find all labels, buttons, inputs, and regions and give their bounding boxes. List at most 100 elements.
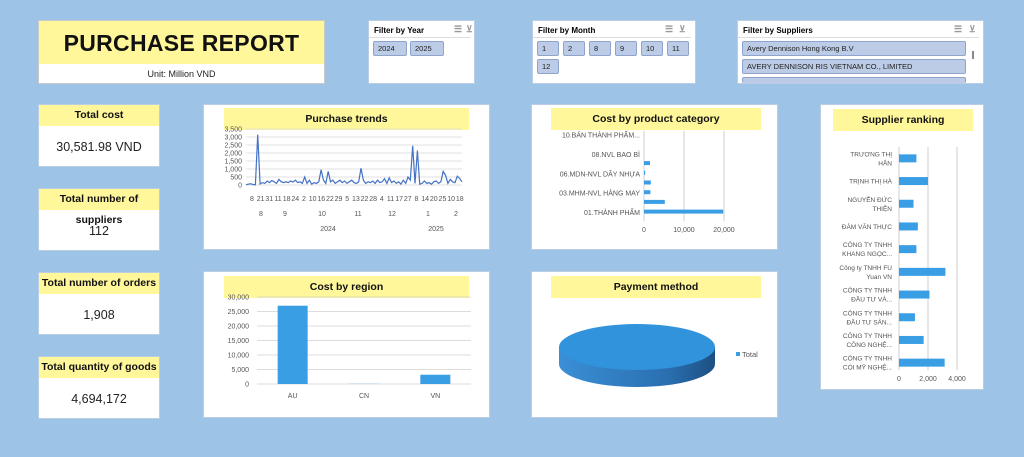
supplier-bar[interactable] — [899, 245, 917, 254]
clear-filter-icon[interactable]: ⊻ — [466, 24, 473, 34]
category-bar[interactable] — [644, 209, 724, 214]
category-label: 01.THÀNH PHẨM — [584, 208, 640, 217]
kpi-label: Total number of orders — [39, 273, 159, 294]
y-tick-label: 3,500 — [224, 127, 242, 134]
x-day-label: 18 — [283, 196, 291, 203]
slicer-option-2024[interactable]: 2024 — [373, 41, 407, 56]
chart-title: Purchase trends — [224, 108, 469, 130]
supplier-label: HÂN — [878, 158, 892, 167]
x-category-label: VN — [430, 393, 440, 400]
x-day-label: 16 — [317, 196, 325, 203]
y-tick-label: 1,000 — [224, 167, 242, 174]
x-day-label: 13 — [352, 196, 360, 203]
unit-label: Unit: Million VND — [147, 69, 216, 79]
slicer-option-month[interactable]: 11 — [667, 41, 689, 56]
supplier-label: ĐÀM VĂN THỰC — [842, 222, 893, 231]
slicer-option-supplier[interactable] — [742, 77, 966, 83]
x-category-label: CN — [359, 393, 369, 400]
kpi-value: 1,908 — [83, 308, 115, 322]
supplier-bar[interactable] — [899, 290, 930, 299]
slicer-option-month[interactable]: 1 — [537, 41, 559, 56]
month-slicer: Filter by Month ☰ ⊻ 1 2 8 9 10 11 12 — [532, 20, 696, 84]
chart-title: Cost by product category — [551, 108, 761, 130]
x-tick-label: 20,000 — [713, 227, 735, 234]
x-month-label: 8 — [259, 211, 263, 218]
x-day-label: 4 — [380, 196, 384, 203]
kpi-label: Total number of suppliers — [39, 189, 159, 226]
supplier-label: THIỆN — [873, 204, 893, 213]
kpi-value: 112 — [89, 224, 109, 238]
category-bar[interactable] — [644, 199, 665, 204]
multi-select-icon[interactable]: ☰ — [665, 24, 674, 34]
slicer-option-month[interactable]: 12 — [537, 59, 559, 74]
slicer-option-supplier[interactable]: AVERY DENNISON RIS VIETNAM CO., LIMITED — [742, 59, 966, 74]
supplier-label: ĐẦU TƯ VÀ... — [851, 294, 892, 304]
y-tick-label: 15,000 — [228, 338, 250, 345]
chart-title: Supplier ranking — [833, 109, 973, 131]
supplier-bar[interactable] — [899, 177, 928, 186]
payment-method-chart: Payment method Total — [531, 271, 778, 418]
clear-filter-icon[interactable]: ⊻ — [679, 24, 686, 34]
x-tick-label: 0 — [897, 376, 901, 383]
x-day-label: 11 — [274, 196, 281, 203]
supplier-label: TRỊNH THỊ HÀ — [849, 177, 893, 186]
slicer-option-2025[interactable]: 2025 — [410, 41, 444, 56]
x-day-label: 17 — [395, 196, 403, 203]
slicer-option-month[interactable]: 8 — [589, 41, 611, 56]
y-tick-label: 30,000 — [228, 295, 250, 302]
x-day-label: 24 — [291, 196, 299, 203]
category-bar[interactable] — [644, 180, 651, 185]
supplier-label: CÓI MỸ NGHỆ... — [843, 363, 892, 372]
supplier-label: CÔNG NGHỆ... — [846, 340, 892, 349]
kpi-total-quantity: Total quantity of goods 4,694,172 — [38, 356, 160, 419]
x-day-label: 8 — [250, 196, 254, 203]
y-tick-label: 2,000 — [224, 151, 242, 158]
kpi-label: Total quantity of goods — [39, 357, 159, 378]
x-day-label: 21 — [257, 196, 265, 203]
slicer-option-month[interactable]: 9 — [615, 41, 637, 56]
x-tick-label: 2,000 — [919, 376, 937, 383]
y-tick-label: 3,000 — [224, 135, 242, 142]
multi-select-icon[interactable]: ☰ — [954, 24, 963, 34]
region-bar[interactable] — [277, 305, 308, 384]
category-bar[interactable] — [644, 170, 646, 175]
x-day-label: 22 — [326, 196, 334, 203]
clear-filter-icon[interactable]: ⊻ — [969, 24, 976, 34]
supplier-bar[interactable] — [899, 154, 917, 163]
supplier-bar[interactable] — [899, 358, 945, 367]
y-tick-label: 1,500 — [224, 159, 242, 166]
x-day-label: 14 — [421, 196, 429, 203]
category-label: 03.MHM-NVL HÀNG MAY — [559, 189, 640, 198]
x-tick-label: 0 — [642, 227, 646, 234]
y-tick-label: 20,000 — [228, 324, 250, 331]
x-year-label: 2024 — [320, 226, 336, 233]
pie-slice-total[interactable] — [559, 324, 715, 370]
x-day-label: 29 — [335, 196, 343, 203]
x-tick-label: 10,000 — [673, 227, 695, 234]
kpi-value: 4,694,172 — [71, 392, 127, 406]
supplier-label: CÔNG TY TNHH — [843, 308, 892, 317]
supplier-bar[interactable] — [899, 335, 924, 344]
x-day-label: 5 — [345, 196, 349, 203]
category-label: 10.BÁN THÀNH PHẨM... — [562, 131, 640, 140]
slicer-title: Filter by Year — [374, 26, 425, 35]
supplier-label: CÔNG TY TNHH — [843, 354, 892, 363]
category-bar[interactable] — [644, 190, 651, 195]
x-day-label: 10 — [447, 196, 455, 203]
x-day-label: 22 — [361, 196, 369, 203]
category-bar[interactable] — [644, 161, 650, 166]
y-tick-label: 5,000 — [231, 367, 249, 374]
scrollbar-thumb[interactable] — [972, 51, 974, 59]
supplier-bar[interactable] — [899, 199, 914, 208]
supplier-ranking-chart: Supplier ranking 0 2,000 4,000 TRƯƠNG THỊ HÂ… — [820, 104, 984, 390]
slicer-title: Filter by Suppliers — [743, 26, 813, 35]
supplier-bar[interactable] — [899, 222, 918, 231]
supplier-bar[interactable] — [899, 313, 915, 322]
slicer-option-supplier[interactable]: Avery Dennison Hong Kong B.V — [742, 41, 966, 56]
legend-swatch — [736, 352, 740, 356]
supplier-bar[interactable] — [899, 267, 946, 276]
slicer-option-month[interactable]: 10 — [641, 41, 663, 56]
region-bar[interactable] — [420, 374, 451, 384]
multi-select-icon[interactable]: ☰ — [454, 24, 463, 34]
slicer-option-month[interactable]: 2 — [563, 41, 585, 56]
